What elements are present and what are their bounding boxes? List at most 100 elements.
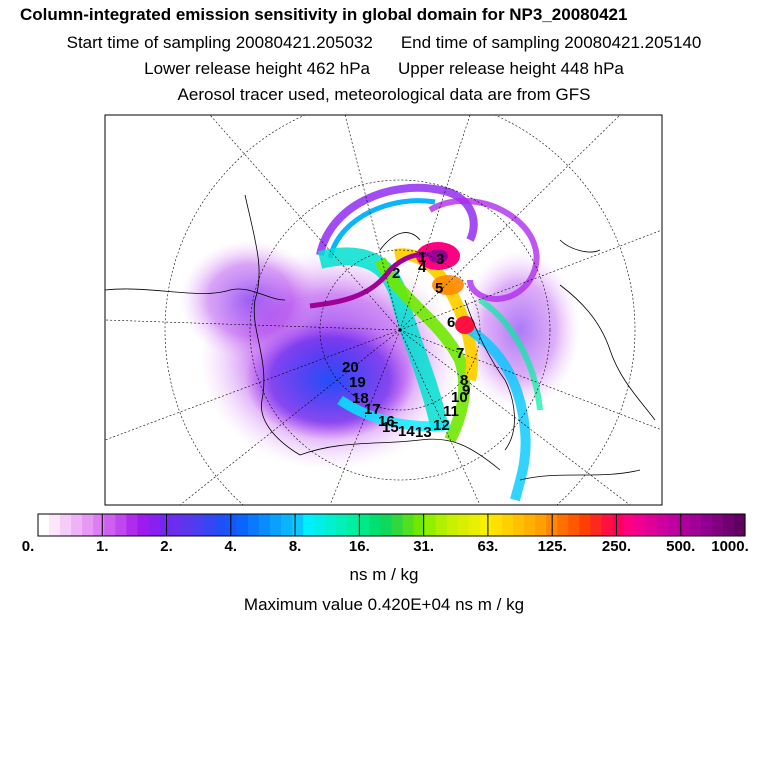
plume-south-cyan	[337, 395, 451, 432]
colorbar-swatch	[104, 514, 116, 536]
colorbar-swatch	[424, 514, 437, 536]
colorbar-swatch	[258, 514, 271, 536]
colorbar-tick-label: 1.	[96, 538, 109, 555]
plume-orange-patch	[432, 275, 464, 295]
colorbar-swatch	[369, 514, 382, 536]
plume-swirl-east-loop	[428, 197, 540, 302]
colorbar-swatch	[402, 514, 415, 536]
track-label: 19	[349, 374, 366, 391]
map-area: 1 2 3 4 5 6 7 8 9 10 11 12 13 14 15 16 1…	[105, 115, 662, 505]
plume-cyan-band	[317, 247, 449, 432]
coastlines	[105, 194, 656, 481]
plume-east-stream-2	[478, 297, 543, 411]
colorbar-tick-label: 500.	[666, 538, 696, 555]
end-time-label: End time of sampling 20080421.205140	[400, 33, 702, 52]
colorbar-swatch	[49, 514, 61, 536]
colorbar-swatch	[524, 514, 536, 536]
colorbar-tick-label: 1000.	[711, 538, 749, 555]
colorbar-swatch	[711, 514, 724, 536]
colorbar-swatch	[281, 514, 293, 536]
track-label: 18	[352, 390, 369, 407]
colorbar-swatch	[557, 514, 569, 536]
colorbar-swatch	[93, 514, 105, 536]
colorbar	[37, 513, 746, 537]
colorbar-tick-label: 8.	[288, 538, 302, 555]
track-label: 17	[364, 401, 381, 418]
colorbar-swatch	[247, 514, 260, 536]
chart-title: Column-integrated emission sensitivity i…	[20, 5, 628, 24]
colorbar-swatch	[358, 514, 371, 536]
lower-height-label: Lower release height 462 hPa	[144, 59, 370, 78]
flight-track	[309, 251, 442, 309]
colorbar-swatch	[236, 514, 249, 536]
map-border	[104, 114, 663, 506]
track-label: 16	[378, 413, 395, 430]
track-label: 12	[433, 417, 450, 434]
track-label: 2	[392, 265, 400, 282]
colorbar-tick-label: 31.	[413, 538, 435, 555]
plume-haze-east	[460, 250, 580, 410]
colorbar-swatch	[645, 514, 658, 536]
colorbar-swatch	[446, 514, 459, 536]
colorbar-border	[37, 513, 746, 537]
colorbar-swatch	[71, 514, 83, 536]
colorbar-swatch	[159, 514, 172, 536]
track-label: 20	[342, 359, 359, 376]
colorbar-swatch	[325, 514, 337, 536]
plume-blue-core	[245, 320, 415, 440]
colorbar-swatch	[656, 514, 669, 536]
track-label: 3	[436, 251, 444, 268]
track-label: 11	[443, 403, 459, 420]
colorbar-units: ns m / kg	[349, 565, 419, 584]
plume-hotspot-east	[455, 316, 475, 334]
track-label: 14	[398, 423, 415, 440]
colorbar-swatch	[468, 514, 481, 536]
colorbar-swatch	[380, 514, 393, 536]
colorbar-swatch	[435, 514, 448, 536]
colorbar-swatch	[60, 514, 72, 536]
plume-east-stream	[467, 325, 531, 502]
colorbar-swatch	[601, 514, 614, 536]
colorbar-swatch	[634, 514, 647, 536]
colorbar-swatch	[181, 514, 194, 536]
colorbar-tick-label: 2.	[160, 538, 173, 555]
track-label: 5	[435, 280, 443, 297]
colorbar-swatch	[269, 514, 282, 536]
colorbar-swatch	[590, 514, 602, 536]
colorbar-tick-label: 4.	[224, 538, 238, 555]
colorbar-swatch	[192, 514, 205, 536]
colorbar-swatch	[225, 514, 238, 536]
colorbar-swatch	[733, 514, 746, 536]
track-label: 7	[456, 345, 464, 362]
track-label: 6	[447, 314, 455, 331]
colorbar-swatch	[347, 514, 359, 536]
colorbar-swatch	[490, 514, 503, 536]
colorbar-swatch	[314, 514, 326, 536]
colorbar-swatch	[391, 514, 404, 536]
start-time-label: Start time of sampling 20080421.205032	[66, 33, 373, 52]
colorbar-swatch	[722, 514, 735, 536]
colorbar-swatch	[126, 514, 139, 536]
colorbar-swatch	[203, 514, 216, 536]
track-label: 15	[382, 419, 399, 436]
colorbar-swatch	[457, 514, 470, 536]
plume-green-band	[374, 257, 471, 443]
colorbar-swatch	[513, 514, 525, 536]
colorbar-tick-label: 250.	[601, 538, 632, 555]
colorbar-tick-label: 125.	[537, 538, 567, 555]
plume-swirl-north	[316, 183, 478, 256]
colorbar-swatch	[137, 514, 150, 536]
colorbar-swatch	[700, 514, 713, 536]
upper-height-label: Upper release height 448 hPa	[398, 59, 624, 78]
track-label: 9	[462, 382, 470, 399]
colorbar-swatch	[82, 514, 94, 536]
colorbar-swatch	[214, 514, 227, 536]
colorbar-swatch	[292, 514, 304, 536]
track-label: 13	[415, 424, 432, 441]
tracer-note: Aerosol tracer used, meteorological data…	[177, 85, 591, 104]
track-labels: 1 2 3 4 5 6 7 8 9 10 11 12 13 14 15 16 1…	[342, 249, 470, 441]
colorbar-swatch	[623, 514, 636, 536]
plume-swirl-north-inner	[327, 198, 436, 259]
colorbar-swatch	[568, 514, 580, 536]
